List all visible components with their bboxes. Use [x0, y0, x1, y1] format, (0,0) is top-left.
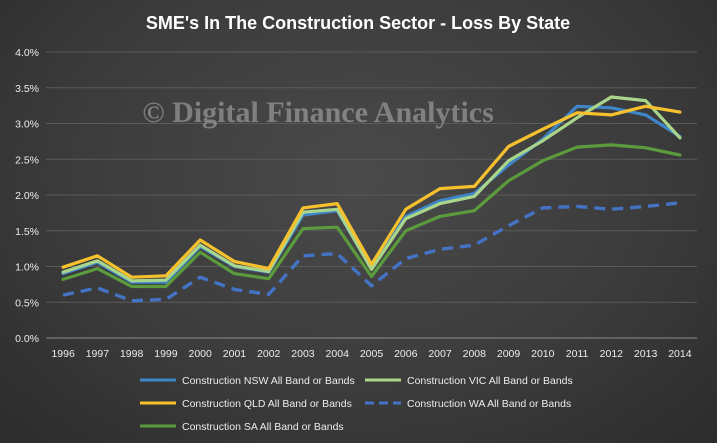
y-tick-label: 2.0%: [15, 190, 39, 202]
legend-label: Construction QLD All Band or Bands: [182, 398, 352, 410]
y-tick-label: 3.0%: [15, 119, 39, 131]
x-tick-label: 1999: [154, 348, 178, 360]
y-tick-label: 0.5%: [15, 297, 39, 309]
chart-title: SME's In The Construction Sector - Loss …: [146, 13, 570, 33]
x-tick-label: 2008: [463, 348, 487, 360]
plot-area: [61, 95, 682, 303]
series-line: [61, 143, 682, 289]
x-tick-label: 2003: [291, 348, 315, 360]
watermark: © Digital Finance Analytics: [142, 96, 494, 129]
x-axis: 1996 1997 1998 1999 2000 2001 2002 2003 2004 2005…: [51, 348, 691, 360]
x-tick-label: 2014: [668, 348, 692, 360]
x-tick-label: 2002: [257, 348, 281, 360]
x-tick-label: 1996: [51, 348, 75, 360]
x-tick-label: 2013: [634, 348, 658, 360]
series-line: [61, 104, 682, 279]
y-tick-label: 1.5%: [15, 226, 39, 238]
x-tick-label: 2007: [428, 348, 452, 360]
x-tick-label: 2012: [600, 348, 624, 360]
y-tick-label: 3.5%: [15, 83, 39, 95]
y-tick-label: 2.5%: [15, 154, 39, 166]
x-tick-label: 2005: [360, 348, 384, 360]
legend-label: Construction VIC All Band or Bands: [407, 375, 573, 387]
y-axis: 0.0% 0.5% 1.0% 1.5% 2.0% 2.5% 3.0% 3.5% 4.0%: [15, 47, 39, 345]
x-tick-label: 1998: [120, 348, 144, 360]
x-tick-label: 2010: [531, 348, 555, 360]
legend: Construction NSW All Band or Bands Constr…: [140, 375, 573, 433]
legend-label: Construction WA All Band or Bands: [407, 398, 571, 410]
y-tick-label: 1.0%: [15, 262, 39, 274]
series-line: [62, 201, 681, 303]
legend-label: Construction NSW All Band or Bands: [182, 375, 355, 387]
x-tick-label: 2000: [189, 348, 213, 360]
x-tick-label: 2001: [223, 348, 247, 360]
gridlines: [46, 51, 697, 339]
series-line: [61, 104, 682, 284]
series-line: [61, 95, 682, 283]
y-tick-label: 4.0%: [15, 47, 39, 59]
x-tick-label: 1997: [86, 348, 110, 360]
y-tick-label: 0.0%: [15, 333, 39, 345]
x-tick-label: 2006: [394, 348, 418, 360]
x-tick-label: 2011: [566, 348, 589, 360]
x-tick-label: 2004: [326, 348, 350, 360]
x-tick-label: 2009: [497, 348, 521, 360]
legend-label: Construction SA All Band or Bands: [182, 421, 344, 433]
